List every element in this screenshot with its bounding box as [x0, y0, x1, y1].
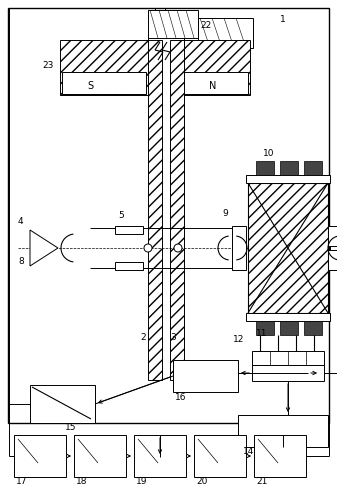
- Text: 20: 20: [196, 478, 207, 486]
- Bar: [330, 226, 337, 270]
- Text: 5: 5: [118, 212, 124, 220]
- Text: 17: 17: [16, 478, 28, 486]
- Bar: [74, 435, 126, 477]
- Bar: [62, 72, 146, 94]
- Bar: [252, 365, 324, 381]
- Text: 12: 12: [233, 336, 244, 344]
- Bar: [30, 385, 95, 423]
- Bar: [148, 40, 162, 380]
- Bar: [304, 161, 322, 175]
- Bar: [175, 40, 250, 95]
- Bar: [248, 183, 328, 313]
- Bar: [328, 250, 337, 270]
- Bar: [246, 175, 330, 183]
- Text: 4: 4: [18, 218, 24, 226]
- Text: N: N: [209, 81, 217, 91]
- Bar: [173, 360, 238, 392]
- Bar: [280, 321, 298, 335]
- Text: 23: 23: [42, 60, 53, 70]
- Bar: [198, 18, 253, 48]
- Bar: [246, 313, 330, 321]
- Bar: [60, 40, 148, 95]
- Text: 1: 1: [280, 16, 286, 24]
- Bar: [254, 435, 306, 477]
- Bar: [148, 10, 198, 38]
- Bar: [115, 262, 143, 270]
- Text: 14: 14: [243, 448, 254, 456]
- Text: S: S: [87, 81, 93, 91]
- Bar: [256, 321, 274, 335]
- Text: 19: 19: [136, 478, 148, 486]
- Polygon shape: [30, 230, 58, 266]
- Text: 3: 3: [170, 334, 176, 342]
- Text: 2: 2: [140, 334, 146, 342]
- Bar: [14, 435, 66, 477]
- Bar: [115, 226, 143, 234]
- Bar: [177, 72, 248, 94]
- Bar: [304, 321, 322, 335]
- Circle shape: [144, 244, 152, 252]
- Circle shape: [174, 244, 182, 252]
- Text: 18: 18: [76, 478, 88, 486]
- Bar: [256, 161, 274, 175]
- Bar: [252, 351, 324, 365]
- Text: 16: 16: [175, 392, 186, 402]
- Text: 8: 8: [18, 258, 24, 266]
- Bar: [238, 415, 328, 447]
- Bar: [328, 226, 337, 246]
- Bar: [134, 435, 186, 477]
- Text: 22: 22: [200, 22, 211, 30]
- Text: 10: 10: [263, 148, 275, 158]
- Bar: [280, 161, 298, 175]
- Text: 11: 11: [256, 328, 268, 338]
- Text: 21: 21: [256, 478, 267, 486]
- Bar: [194, 435, 246, 477]
- Bar: [232, 226, 246, 270]
- Bar: [8, 8, 329, 423]
- Text: 9: 9: [222, 208, 228, 218]
- Text: 15: 15: [65, 424, 76, 432]
- Bar: [170, 40, 184, 380]
